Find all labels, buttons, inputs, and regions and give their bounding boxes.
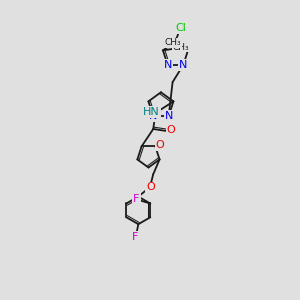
Text: F: F xyxy=(133,194,140,204)
Text: HN: HN xyxy=(143,107,160,117)
Text: CH₃: CH₃ xyxy=(164,38,181,47)
Text: Cl: Cl xyxy=(175,23,186,33)
Text: N: N xyxy=(164,111,173,121)
Text: F: F xyxy=(132,232,138,242)
Text: N: N xyxy=(179,60,188,70)
Text: N: N xyxy=(149,111,158,121)
Text: O: O xyxy=(146,182,155,193)
Text: CH₃: CH₃ xyxy=(172,43,189,52)
Text: O: O xyxy=(167,125,175,135)
Text: O: O xyxy=(156,140,164,150)
Text: N: N xyxy=(164,60,172,70)
